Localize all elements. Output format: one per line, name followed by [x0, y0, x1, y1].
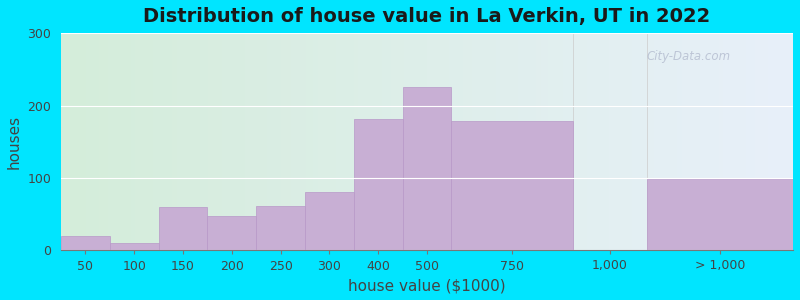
- Title: Distribution of house value in La Verkin, UT in 2022: Distribution of house value in La Verkin…: [143, 7, 710, 26]
- Bar: [305, 193, 354, 250]
- Bar: [256, 206, 305, 250]
- Bar: [207, 216, 256, 250]
- Bar: [451, 122, 574, 250]
- Text: City-Data.com: City-Data.com: [646, 50, 730, 63]
- Bar: [646, 179, 793, 250]
- Y-axis label: houses: houses: [7, 115, 22, 169]
- X-axis label: house value ($1000): house value ($1000): [348, 278, 506, 293]
- Bar: [61, 236, 110, 250]
- Bar: [110, 243, 158, 250]
- Bar: [402, 87, 451, 250]
- Bar: [158, 207, 207, 250]
- Bar: [354, 118, 402, 250]
